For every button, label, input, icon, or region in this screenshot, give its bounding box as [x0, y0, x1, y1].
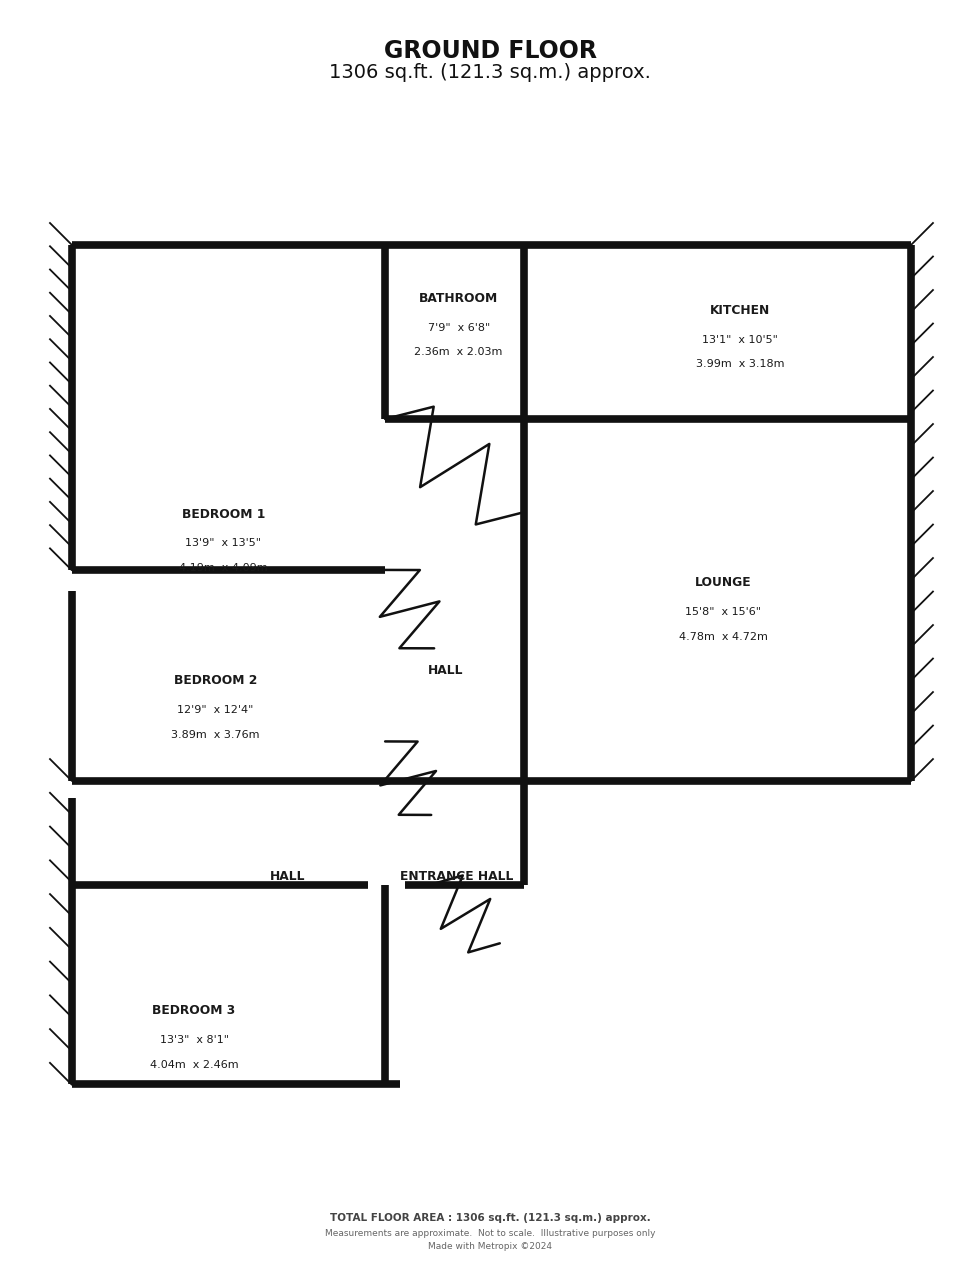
Text: BEDROOM 2: BEDROOM 2	[173, 674, 258, 687]
Text: 4.78m  x 4.72m: 4.78m x 4.72m	[679, 632, 767, 641]
Text: 13'1"  x 10'5": 13'1" x 10'5"	[702, 335, 778, 345]
Text: 13'3"  x 8'1": 13'3" x 8'1"	[160, 1036, 228, 1046]
Text: 3.99m  x 3.18m: 3.99m x 3.18m	[696, 359, 784, 369]
Text: 13'9"  x 13'5": 13'9" x 13'5"	[185, 539, 262, 548]
Text: KITCHEN: KITCHEN	[710, 304, 770, 317]
Text: 2.36m  x 2.03m: 2.36m x 2.03m	[415, 347, 503, 358]
Text: BEDROOM 1: BEDROOM 1	[181, 507, 266, 521]
Text: 4.04m  x 2.46m: 4.04m x 2.46m	[150, 1060, 238, 1070]
Text: GROUND FLOOR: GROUND FLOOR	[383, 40, 597, 63]
Text: Made with Metropix ©2024: Made with Metropix ©2024	[428, 1241, 552, 1251]
Text: TOTAL FLOOR AREA : 1306 sq.ft. (121.3 sq.m.) approx.: TOTAL FLOOR AREA : 1306 sq.ft. (121.3 sq…	[329, 1213, 651, 1223]
Text: ENTRANCE HALL: ENTRANCE HALL	[400, 870, 514, 884]
Text: 4.19m  x 4.09m: 4.19m x 4.09m	[179, 563, 268, 573]
Text: BEDROOM 3: BEDROOM 3	[153, 1005, 235, 1018]
Text: 3.89m  x 3.76m: 3.89m x 3.76m	[172, 729, 260, 739]
Text: BATHROOM: BATHROOM	[419, 292, 498, 305]
Text: LOUNGE: LOUNGE	[695, 576, 752, 589]
Text: 1306 sq.ft. (121.3 sq.m.) approx.: 1306 sq.ft. (121.3 sq.m.) approx.	[329, 64, 651, 82]
Text: 7'9"  x 6'8": 7'9" x 6'8"	[427, 323, 490, 333]
Text: 12'9"  x 12'4": 12'9" x 12'4"	[177, 705, 254, 715]
Text: 15'8"  x 15'6": 15'8" x 15'6"	[685, 607, 761, 617]
Text: Measurements are approximate.  Not to scale.  Illustrative purposes only: Measurements are approximate. Not to sca…	[324, 1228, 656, 1239]
Text: HALL: HALL	[270, 870, 305, 884]
Text: HALL: HALL	[428, 664, 464, 677]
